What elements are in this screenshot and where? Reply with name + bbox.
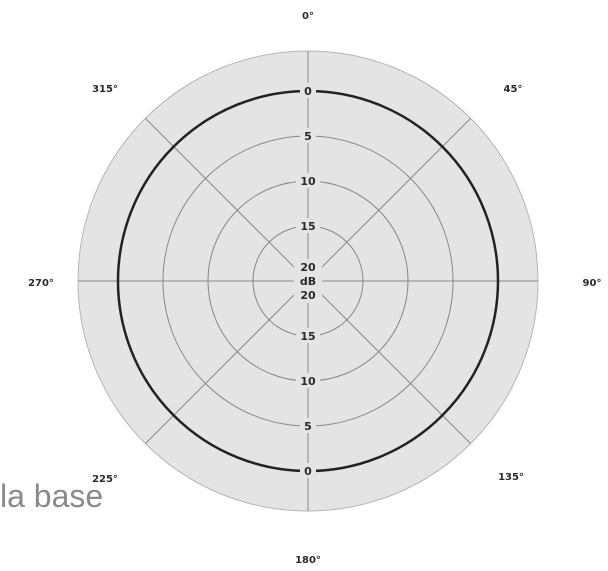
ring-label-bottom-5-bg [300,418,316,433]
angle-label-0: 0° [302,11,314,22]
angle-label-layer: 0° 45° 90° 135° 180° 225° 270° 315° [28,11,601,566]
caption-overlay-text: la base [0,478,104,514]
ring-label-top-10: 10 [300,175,316,188]
ring-label-top-5: 5 [304,130,312,143]
ring-label-top-15: 15 [300,220,315,233]
center-label-top-20: 20 [300,261,316,274]
ring-label-bottom-5: 5 [304,420,312,433]
angle-label-180: 180° [295,555,321,566]
center-label-bottom-20: 20 [300,289,316,302]
ring-label-bottom-15: 15 [300,330,315,343]
ring-label-bottom-10: 10 [300,375,316,388]
angle-label-270: 270° [28,278,54,289]
ring-label-top-15-bg [296,218,320,233]
ring-label-top-0: 0 [304,85,312,98]
ring-label-bottom-10-bg [296,373,320,388]
ring-label-top-10-bg [296,173,320,188]
center-label-bg [294,259,322,303]
angle-label-315: 315° [92,84,118,95]
ring-label-bottom-15-bg [296,328,320,343]
angle-label-135: 135° [498,472,524,483]
center-unit-label: dB [300,275,316,288]
ring-label-top-5-bg [300,128,316,143]
angle-label-225: 225° [92,474,118,485]
ring-label-bottom-0-bg [300,463,316,478]
ring-label-top-0-bg [300,83,316,98]
ring-label-bottom-0: 0 [304,465,312,478]
angle-label-45: 45° [504,84,523,95]
angle-label-90: 90° [583,278,602,289]
